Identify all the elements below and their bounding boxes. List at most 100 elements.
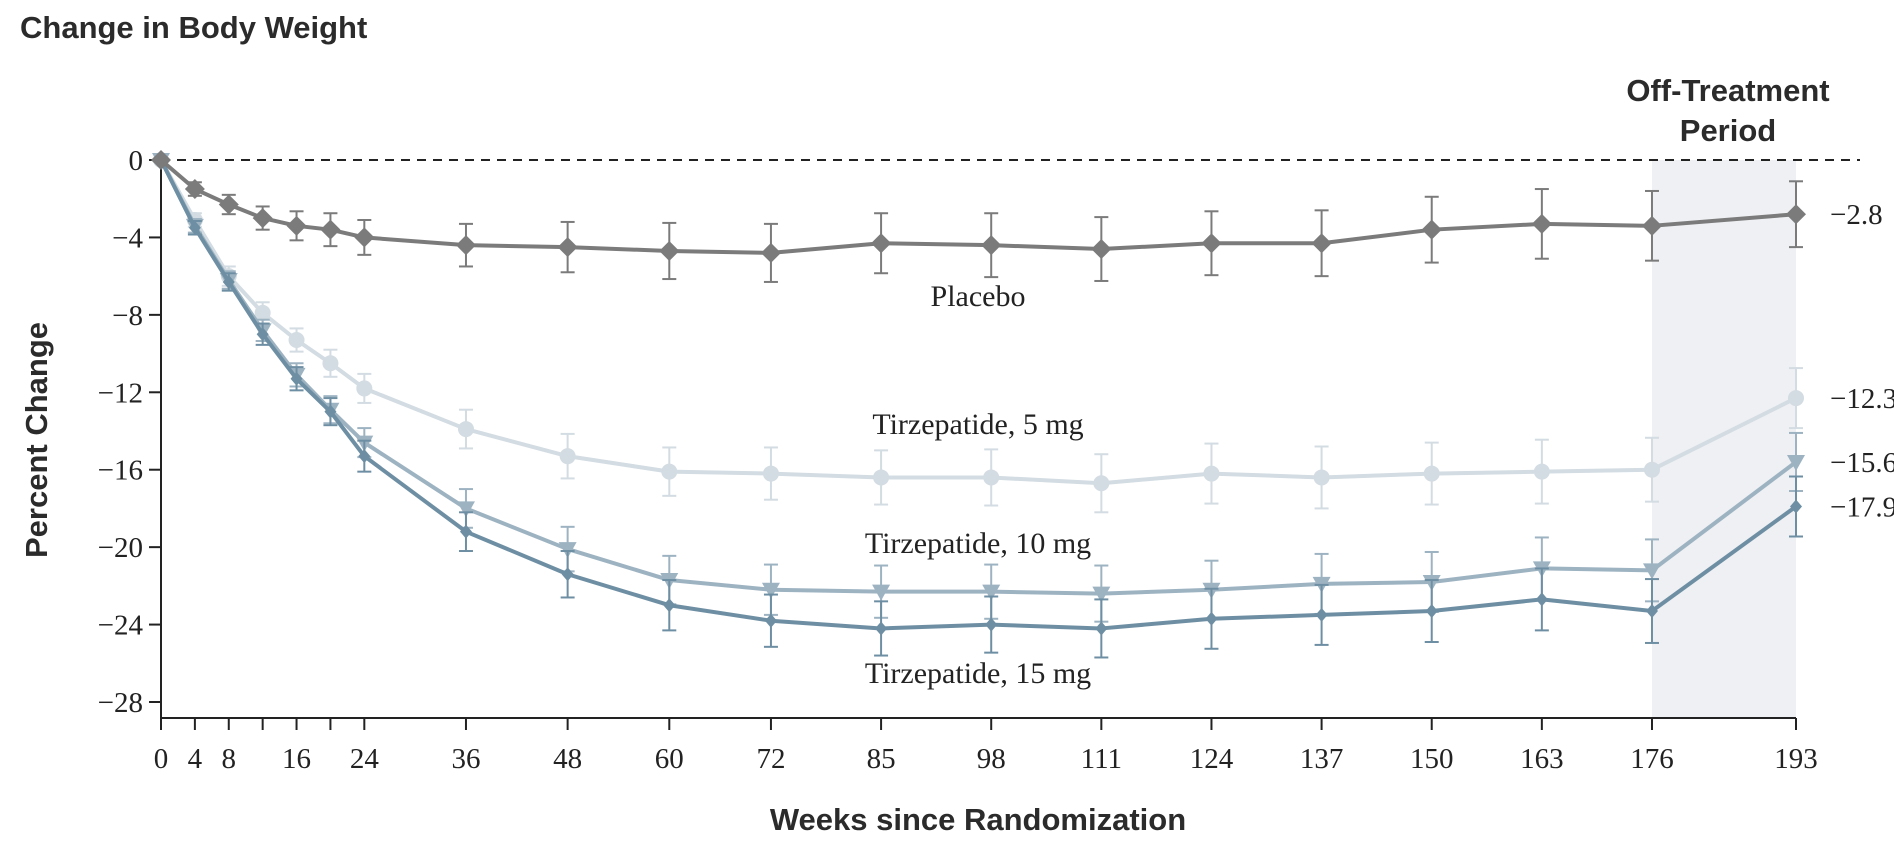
data-point [873,469,890,486]
off-treatment-label: Off-Treatment [1626,73,1829,108]
data-point [1423,465,1440,482]
data-point [1643,461,1660,478]
data-point [356,380,373,397]
data-point [1788,390,1804,407]
chart-title: Change in Body Weight [20,10,367,45]
off-treatment-region [1651,160,1796,718]
data-point [875,621,888,636]
data-point [1535,592,1548,607]
data-point [151,150,171,170]
data-point [985,617,998,632]
off-treatment-label: Period [1680,113,1776,148]
x-tick-label: 48 [553,743,582,775]
data-point [1421,219,1442,240]
series-line [159,159,1798,631]
data-point [290,371,303,386]
y-tick-label: −28 [98,687,143,719]
data-point [1201,233,1222,254]
data-point [764,613,777,628]
data-point [254,304,271,321]
series-tirzepatide-15-mg: Tirzepatide, 15 mg −17.9 [155,153,1894,690]
series-tirzepatide-10-mg: Tirzepatide, 10 mg −15.6 [152,153,1894,623]
y-tick-label: −4 [112,222,143,254]
data-point [663,598,676,613]
data-point [872,584,891,601]
data-point [457,421,474,438]
data-point [1642,563,1661,580]
data-point [661,463,678,480]
data-point [288,332,305,349]
series-label: Tirzepatide, 10 mg [865,527,1091,560]
end-value-label: −15.6 [1830,447,1894,479]
data-point [659,240,680,261]
y-tick-label: 0 [129,145,144,177]
data-point [1641,215,1662,236]
end-value-label: −17.9 [1830,491,1894,523]
data-point [871,233,892,254]
x-tick-label: 72 [756,743,785,775]
data-point [252,208,273,229]
x-tick-label: 60 [655,743,684,775]
x-tick-label: 16 [282,743,311,775]
data-point [1203,465,1220,482]
data-point [1790,499,1802,514]
x-tick-label: 137 [1300,743,1344,775]
data-point [1645,604,1658,619]
data-point [218,194,239,215]
data-point [561,567,574,582]
x-tick-label: 124 [1190,743,1234,775]
series-placebo: Placebo −2.8 [151,150,1883,313]
x-tick-label: 8 [222,743,237,775]
data-point [455,235,476,256]
data-point [762,465,779,482]
data-point [1092,586,1111,603]
y-axis-label: Percent Change [19,322,54,558]
series-label: Tirzepatide, 5 mg [872,408,1083,441]
data-point [1786,204,1806,225]
x-tick-label: 150 [1410,743,1454,775]
x-tick-label: 24 [350,743,380,775]
data-point [982,584,1001,601]
y-tick-label: −16 [98,455,143,487]
data-point [1095,621,1108,636]
x-tick-label: 0 [154,743,169,775]
x-tick-label: 111 [1081,743,1122,775]
data-point [981,235,1002,256]
data-point [1315,607,1328,622]
data-point [354,227,375,248]
data-point [559,448,576,465]
end-value-label: −2.8 [1830,199,1883,231]
data-point [1425,604,1438,619]
data-point [1091,239,1112,260]
data-point [320,219,341,240]
data-point [1311,233,1332,254]
data-point [188,220,201,235]
x-tick-label: 193 [1774,743,1818,775]
series-line [159,159,1798,596]
data-point [1787,454,1805,471]
end-value-label: −12.3 [1830,383,1894,415]
x-tick-label: 176 [1630,743,1674,775]
y-tick-label: −12 [98,377,143,409]
data-point [324,404,337,419]
series-label: Placebo [931,280,1026,313]
data-point [459,524,472,539]
y-tick-label: −24 [98,610,144,642]
data-point [456,501,475,518]
data-point [761,582,780,599]
data-point [222,274,235,289]
data-point [1533,463,1550,480]
x-tick-label: 85 [867,743,896,775]
data-point [760,242,781,263]
data-point [1093,475,1110,492]
data-point [358,449,371,464]
data-point [557,237,578,258]
data-point [1531,213,1552,234]
y-tick-label: −8 [112,300,143,332]
data-point [184,179,205,200]
x-tick-label: 98 [977,743,1006,775]
data-point [256,327,269,342]
data-point [1205,611,1218,626]
x-tick-label: 4 [188,743,203,775]
